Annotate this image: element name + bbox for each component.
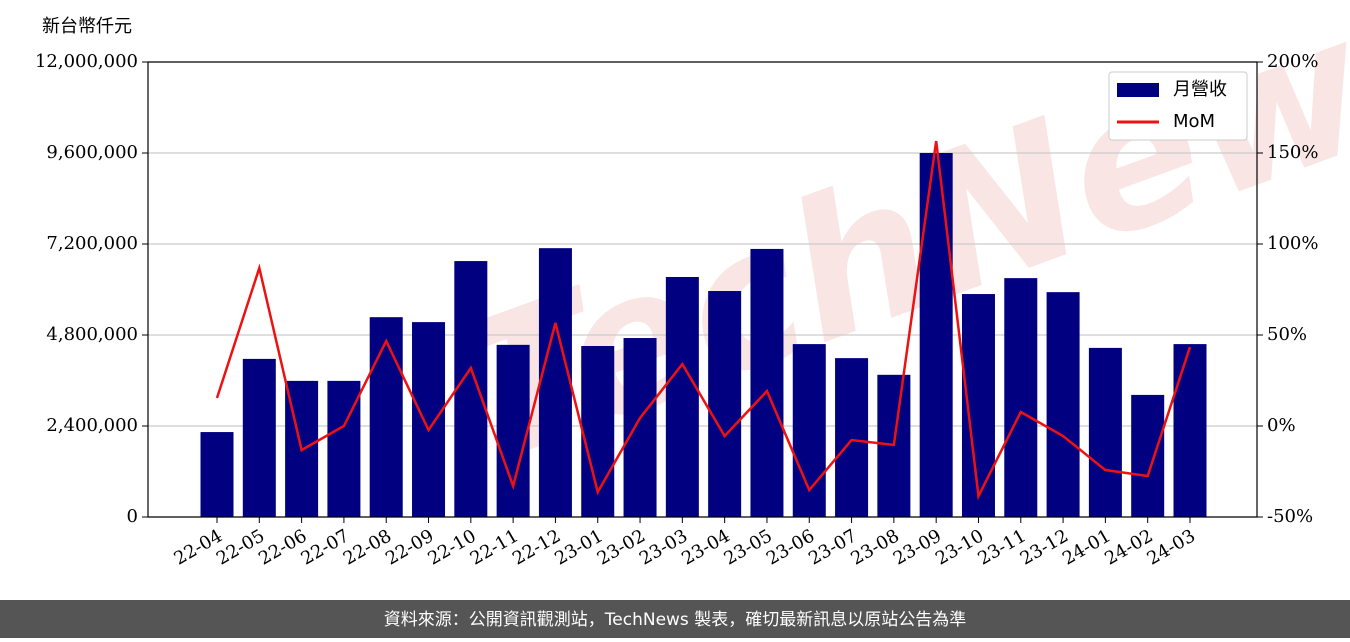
y-tick-label: 0: [127, 506, 138, 527]
y2-tick-label: 0%: [1267, 415, 1296, 436]
y2-tick-label: 50%: [1267, 324, 1307, 345]
bar: [919, 153, 953, 517]
source: 資料來源：公開資訊觀測站，TechNews 製表，確切最新訊息以原站公告為準: [384, 610, 966, 630]
bar: [1088, 347, 1122, 517]
x-tick-label: 24-03: [1144, 525, 1199, 569]
line: [215, 140, 1192, 501]
y-tick-label: 4,800,000: [46, 324, 138, 345]
y2-tick-label: 150%: [1267, 142, 1318, 163]
y-tick-label: 12,000,000: [35, 51, 138, 72]
y-tick-label: 9,600,000: [46, 142, 138, 163]
y-tick-label: 7,200,000: [46, 233, 138, 254]
y-axis-label: 新台幣仟元: [42, 16, 132, 37]
bar: [750, 248, 784, 517]
bar: [412, 322, 446, 517]
bar: [623, 338, 657, 517]
bar: [538, 248, 572, 517]
bar: [1173, 344, 1207, 517]
bar: [496, 344, 530, 517]
footer: [0, 600, 1350, 638]
plot-frame: [147, 61, 1258, 518]
y-tick-label: 2,400,000: [46, 415, 138, 436]
bar: [200, 432, 234, 517]
bar: [454, 261, 488, 517]
bar: [1004, 278, 1038, 517]
bar: [665, 276, 699, 517]
bar: [1046, 292, 1080, 517]
y2-tick-label: -50%: [1267, 506, 1313, 527]
legend-label: MoM: [1173, 111, 1215, 132]
y2-tick-label: 100%: [1267, 233, 1318, 254]
bar: [1131, 394, 1165, 517]
legend-label: 月營收: [1173, 79, 1227, 100]
bar: [242, 358, 276, 517]
legend-swatch: [1117, 83, 1159, 97]
bar: [835, 358, 869, 517]
bar: [708, 291, 742, 517]
bar: [369, 317, 403, 517]
y2-tick-label: 200%: [1267, 51, 1318, 72]
